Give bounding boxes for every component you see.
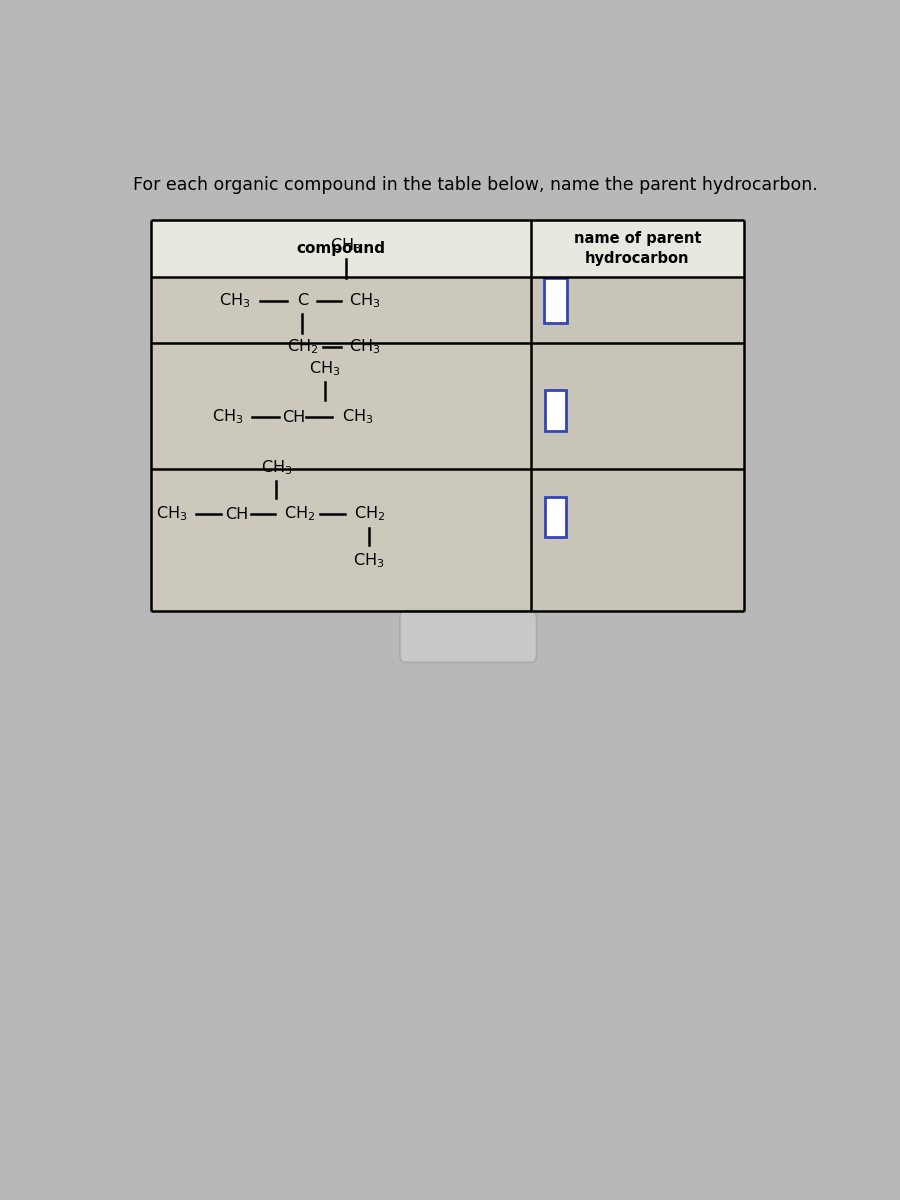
Text: CH$_3$: CH$_3$ <box>342 408 374 426</box>
Text: CH$_3$: CH$_3$ <box>156 505 187 523</box>
Text: CH$_2$: CH$_2$ <box>284 505 315 523</box>
Bar <box>531 220 743 611</box>
Bar <box>545 390 566 431</box>
Text: For each organic compound in the table below, name the parent hydrocarbon.: For each organic compound in the table b… <box>133 176 818 194</box>
Text: ↺: ↺ <box>489 628 504 646</box>
Text: CH$_3$: CH$_3$ <box>330 236 362 254</box>
Bar <box>151 220 531 611</box>
Text: X: X <box>442 629 453 644</box>
Text: CH$_3$: CH$_3$ <box>261 458 292 478</box>
Text: CH$_3$: CH$_3$ <box>349 337 381 356</box>
Text: CH$_3$: CH$_3$ <box>310 360 341 378</box>
Text: CH$_3$: CH$_3$ <box>219 292 250 310</box>
Text: CH: CH <box>283 409 305 425</box>
Text: name of parent
hydrocarbon: name of parent hydrocarbon <box>573 232 701 266</box>
Text: CH$_3$: CH$_3$ <box>212 408 243 426</box>
Text: CH: CH <box>225 506 248 522</box>
Bar <box>531 220 743 277</box>
Bar <box>151 220 531 277</box>
Bar <box>544 278 567 323</box>
Text: C: C <box>297 293 308 308</box>
Text: compound: compound <box>296 241 385 256</box>
Text: CH$_3$: CH$_3$ <box>349 292 381 310</box>
Text: CH$_2$: CH$_2$ <box>354 505 385 523</box>
Bar <box>545 497 566 538</box>
Text: CH$_3$: CH$_3$ <box>354 551 385 570</box>
Text: CH$_2$: CH$_2$ <box>286 337 318 356</box>
FancyBboxPatch shape <box>400 611 536 662</box>
